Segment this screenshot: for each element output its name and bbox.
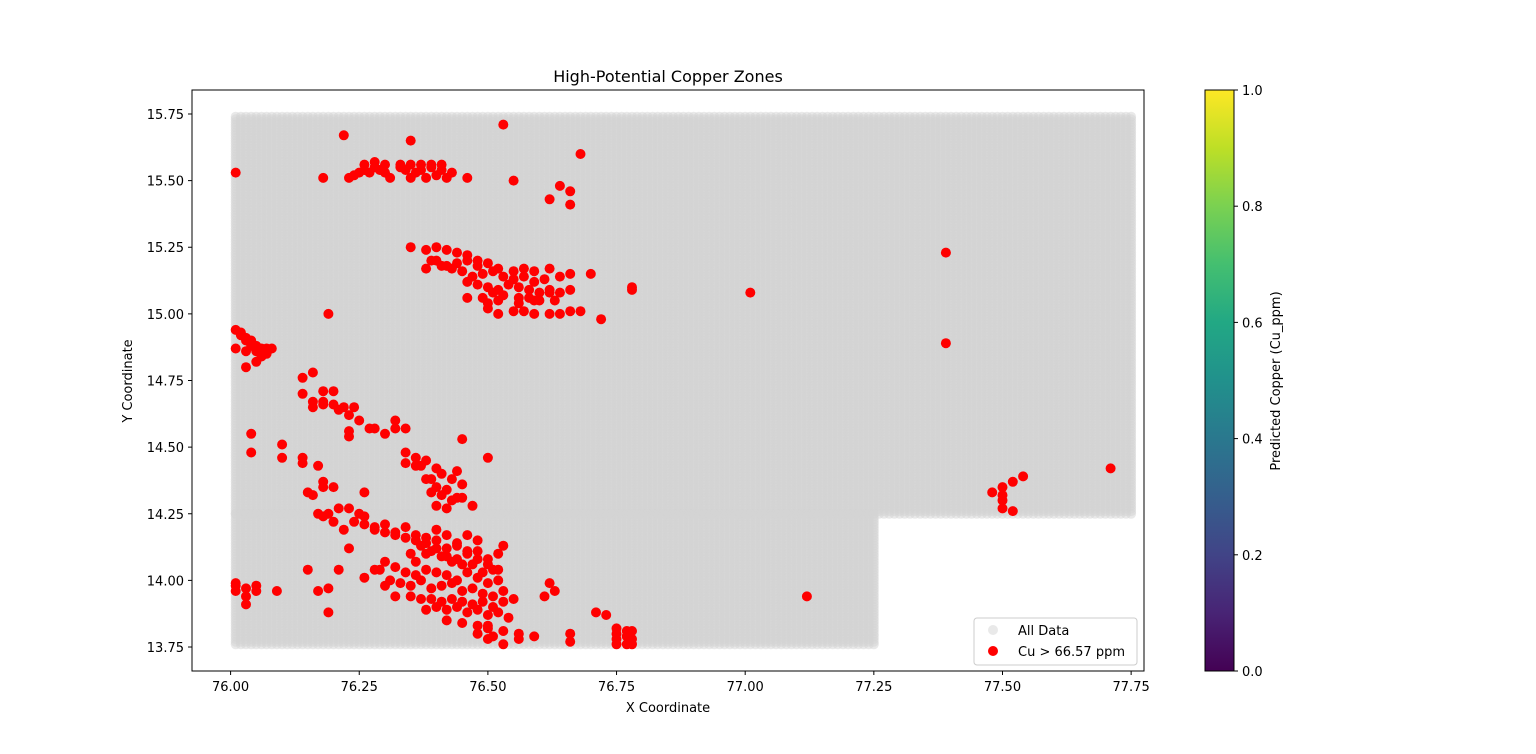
all-data-points bbox=[231, 112, 1136, 650]
chart-title: High-Potential Copper Zones bbox=[553, 67, 783, 86]
plot-area bbox=[192, 90, 1144, 671]
